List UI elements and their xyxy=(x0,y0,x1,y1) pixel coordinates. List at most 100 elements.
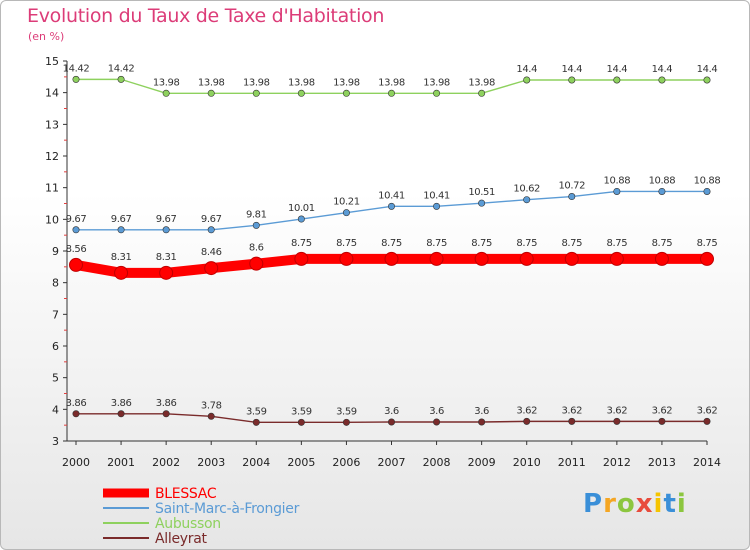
data-label: 8.75 xyxy=(516,238,537,249)
data-point xyxy=(249,256,264,271)
data-label: 3.59 xyxy=(291,406,312,417)
data-label: 10.01 xyxy=(288,203,315,214)
x-tick-label: 2008 xyxy=(423,456,451,469)
x-axis-ticks: 2000 2001 2002 2003 2004 2005 2006 2007 2008 2009… xyxy=(62,441,721,469)
proxiti-logo: Proxiti xyxy=(583,489,687,519)
series-group xyxy=(69,75,714,426)
data-label: 8.75 xyxy=(336,238,357,249)
data-label: 9.67 xyxy=(201,214,222,225)
data-label: 13.98 xyxy=(423,77,450,88)
data-point xyxy=(387,202,395,210)
data-point xyxy=(523,417,531,425)
data-label: 10.88 xyxy=(604,175,631,186)
data-point xyxy=(342,209,350,217)
data-label: 3.6 xyxy=(429,406,444,417)
data-label: 9.67 xyxy=(156,214,177,225)
data-label: 8.56 xyxy=(66,244,87,255)
data-point xyxy=(654,251,669,266)
data-point xyxy=(703,417,711,425)
data-point xyxy=(523,76,531,84)
legend-label: Alleyrat xyxy=(155,531,207,547)
data-label: 3.62 xyxy=(607,405,628,416)
y-tick-label: 15 xyxy=(45,55,59,68)
data-label: 13.98 xyxy=(378,77,405,88)
x-tick-label: 2009 xyxy=(468,456,496,469)
logo-letter: i xyxy=(676,489,687,519)
data-point xyxy=(342,89,350,97)
data-label: 10.88 xyxy=(694,175,721,186)
data-point xyxy=(703,187,711,195)
data-label: 8.75 xyxy=(471,238,492,249)
data-label: 8.31 xyxy=(156,252,177,263)
data-label: 10.51 xyxy=(468,187,495,198)
data-label: 13.98 xyxy=(198,77,225,88)
data-point xyxy=(700,251,714,266)
data-point xyxy=(658,187,666,195)
data-label: 13.98 xyxy=(153,77,180,88)
data-point xyxy=(117,75,125,83)
y-tick-label: 5 xyxy=(52,372,59,385)
data-point xyxy=(204,261,219,276)
data-point xyxy=(433,418,441,426)
data-label: 3.62 xyxy=(697,405,718,416)
data-point xyxy=(297,215,305,223)
logo-letter: x xyxy=(635,489,654,519)
y-tick-label: 14 xyxy=(45,87,59,100)
y-tick-label: 8 xyxy=(52,277,59,290)
x-tick-label: 2000 xyxy=(62,456,90,469)
y-tick-label: 11 xyxy=(45,182,59,195)
data-point xyxy=(387,89,395,97)
data-point xyxy=(342,418,350,426)
logo-letter: r xyxy=(603,489,617,519)
data-point xyxy=(207,89,215,97)
logo-letter: i xyxy=(653,489,664,519)
data-label: 3.86 xyxy=(156,398,177,409)
data-point xyxy=(568,193,576,201)
y-tick-label: 4 xyxy=(52,403,59,416)
y-tick-label: 7 xyxy=(52,308,59,321)
data-label: 8.6 xyxy=(249,243,264,254)
data-label: 14.42 xyxy=(63,63,90,74)
data-point xyxy=(72,226,80,234)
x-tick-label: 2003 xyxy=(197,456,225,469)
data-point xyxy=(478,199,486,207)
chart-unit-label: (en %) xyxy=(28,30,65,43)
data-label: 10.88 xyxy=(649,175,676,186)
x-tick-label: 2010 xyxy=(513,456,541,469)
data-label: 10.41 xyxy=(378,190,405,201)
data-point xyxy=(568,76,576,84)
data-label: 3.59 xyxy=(336,406,357,417)
data-label: 8.75 xyxy=(652,238,673,249)
data-label: 10.72 xyxy=(558,181,585,192)
data-label: 14.4 xyxy=(607,64,628,75)
data-point xyxy=(159,265,174,280)
legend-label: Aubusson xyxy=(155,516,221,532)
data-label: 13.98 xyxy=(288,77,315,88)
data-point xyxy=(433,202,441,210)
data-label: 3.86 xyxy=(111,398,132,409)
y-tick-label: 13 xyxy=(45,118,59,131)
data-label: 14.42 xyxy=(108,63,135,74)
data-point xyxy=(297,89,305,97)
x-tick-label: 2005 xyxy=(287,456,315,469)
data-point xyxy=(252,221,260,229)
data-point xyxy=(613,76,621,84)
x-tick-label: 2002 xyxy=(152,456,180,469)
data-label: 3.62 xyxy=(561,405,582,416)
data-point xyxy=(72,410,80,418)
data-point xyxy=(433,89,441,97)
data-point xyxy=(384,251,399,266)
data-point xyxy=(72,75,80,83)
data-label: 3.59 xyxy=(246,406,267,417)
data-label: 13.98 xyxy=(333,77,360,88)
y-tick-label: 6 xyxy=(52,340,59,353)
data-label: 8.31 xyxy=(111,252,132,263)
data-point xyxy=(207,226,215,234)
data-point xyxy=(568,417,576,425)
x-tick-label: 2006 xyxy=(332,456,360,469)
data-point xyxy=(207,412,215,420)
x-tick-label: 2013 xyxy=(648,456,676,469)
data-label: 3.62 xyxy=(516,405,537,416)
